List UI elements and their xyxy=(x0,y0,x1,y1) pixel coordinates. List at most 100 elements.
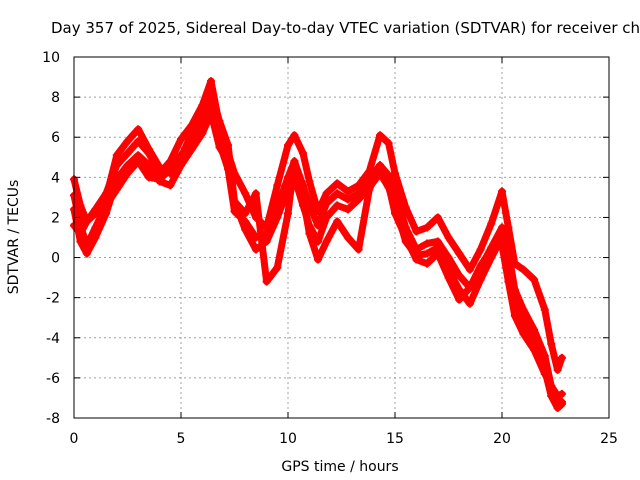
data-point xyxy=(557,399,566,408)
data-point xyxy=(298,149,307,158)
y-tick-label: 2 xyxy=(51,210,60,226)
data-point xyxy=(187,145,196,154)
data-point xyxy=(284,141,292,150)
y-tick-label: 4 xyxy=(51,170,60,186)
data-point xyxy=(557,389,566,398)
data-point xyxy=(76,229,85,238)
y-tick-label: -4 xyxy=(46,331,60,347)
y-tick-label: 8 xyxy=(51,90,60,106)
data-point xyxy=(547,381,556,390)
plot-area-border xyxy=(73,56,610,419)
data-point xyxy=(354,245,363,254)
data-point xyxy=(187,129,196,138)
data-point xyxy=(224,141,233,150)
data-point xyxy=(123,149,132,158)
x-tick-label: 10 xyxy=(279,431,297,447)
data-point xyxy=(251,245,260,254)
data-point xyxy=(444,273,453,282)
data-point xyxy=(412,227,421,236)
data-point xyxy=(177,153,185,162)
data-point xyxy=(273,263,282,272)
y-tick-label: -6 xyxy=(46,371,60,387)
data-point xyxy=(241,225,250,234)
data-point xyxy=(510,311,519,320)
data-point xyxy=(144,173,153,182)
data-point xyxy=(557,353,566,362)
data-point xyxy=(155,177,164,186)
data-point xyxy=(498,241,506,250)
data-point xyxy=(91,209,100,218)
data-point xyxy=(290,157,299,166)
data-point xyxy=(444,233,453,242)
data-point xyxy=(134,151,143,160)
data-point xyxy=(343,233,352,242)
data-point xyxy=(91,233,100,242)
data-point xyxy=(455,249,464,258)
data-point xyxy=(333,217,342,226)
data-point xyxy=(465,299,474,308)
data-point xyxy=(530,345,539,354)
data-point xyxy=(498,187,506,196)
data-point xyxy=(144,145,153,154)
data-point xyxy=(384,181,393,190)
data-point xyxy=(305,177,314,186)
data-point xyxy=(498,223,506,232)
series-track-4 xyxy=(70,89,566,400)
data-point xyxy=(423,249,432,258)
data-point xyxy=(384,139,393,148)
y-tick-label: 10 xyxy=(42,50,60,66)
axes-layer xyxy=(73,56,610,419)
data-point xyxy=(322,237,331,246)
data-point xyxy=(553,365,562,374)
data-point xyxy=(487,245,496,254)
data-point xyxy=(82,249,91,258)
data-point xyxy=(298,193,307,202)
data-point xyxy=(476,245,485,254)
x-tick-label: 15 xyxy=(386,431,404,447)
data-point xyxy=(215,117,224,126)
data-point xyxy=(376,161,385,170)
data-point xyxy=(455,271,464,280)
data-point xyxy=(155,163,164,172)
data-point xyxy=(540,305,549,314)
data-point xyxy=(455,295,464,304)
data-point xyxy=(487,219,496,228)
data-point xyxy=(206,77,215,86)
data-point xyxy=(333,179,342,188)
data-point xyxy=(230,197,239,206)
data-point xyxy=(498,233,506,242)
data-point xyxy=(273,213,282,222)
data-point xyxy=(251,189,260,198)
chart-title: Day 357 of 2025, Sidereal Day-to-day VTE… xyxy=(51,19,640,37)
data-point xyxy=(102,193,111,202)
data-point xyxy=(553,403,562,412)
y-axis-label: SDTVAR / TECUs xyxy=(6,180,22,295)
data-point xyxy=(144,161,153,170)
y-tick-label: -2 xyxy=(46,291,60,307)
y-tick-label: 6 xyxy=(51,130,60,146)
series-layer xyxy=(70,77,566,412)
ticks-layer: 0 5 10 15 20 25 -8 -6 -4 -2 0 2 4 6 8 10 xyxy=(42,50,618,447)
data-point xyxy=(401,233,410,242)
y-tick-label: 0 xyxy=(51,251,60,267)
data-point xyxy=(540,369,549,378)
data-point xyxy=(423,259,432,268)
data-point xyxy=(305,229,314,238)
data-point xyxy=(333,201,342,210)
data-point xyxy=(476,261,485,270)
data-point xyxy=(412,255,421,264)
x-tick-label: 20 xyxy=(493,431,511,447)
x-tick-label: 25 xyxy=(600,431,618,447)
data-point xyxy=(215,143,224,152)
data-point xyxy=(82,217,91,226)
data-point xyxy=(322,199,331,208)
data-point xyxy=(322,189,331,198)
grid-layer xyxy=(74,57,609,418)
data-point xyxy=(530,275,539,284)
data-point xyxy=(433,249,442,258)
data-point xyxy=(391,209,399,218)
data-point xyxy=(102,209,111,218)
data-point xyxy=(343,205,352,214)
